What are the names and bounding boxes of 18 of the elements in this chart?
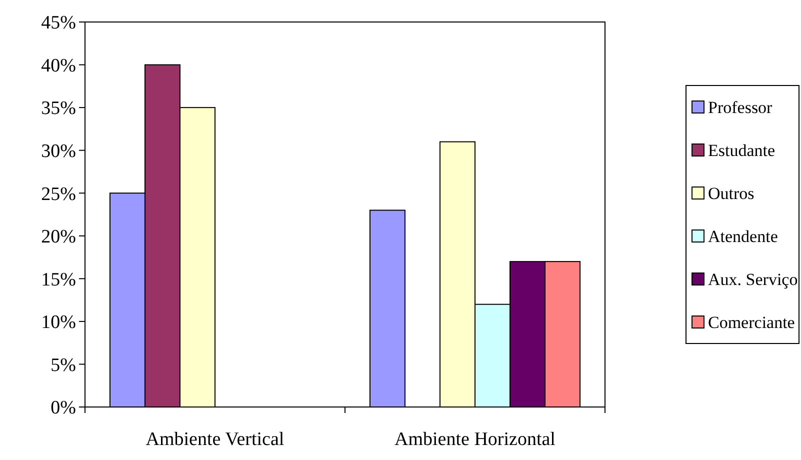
x-tick-label: Ambiente Horizontal: [394, 429, 556, 450]
y-tick-label: 20%: [41, 226, 76, 248]
y-tick-label: 45%: [41, 12, 76, 34]
y-tick-label: 35%: [41, 98, 76, 120]
y-tick-label: 30%: [41, 140, 76, 162]
y-tick-label: 0%: [50, 398, 76, 419]
legend-label: Estudante: [708, 140, 776, 160]
y-tick-label: 15%: [41, 269, 76, 290]
legend-label: Professor: [708, 98, 773, 117]
legend-label: Aux. Serviço: [708, 270, 798, 289]
legend-label: Comerciante: [708, 312, 795, 332]
x-tick-label: Ambiente Vertical: [146, 429, 284, 450]
legend-label: Outros: [708, 184, 754, 203]
y-tick-label: 10%: [41, 312, 76, 334]
y-tick-label: 40%: [41, 55, 76, 76]
y-tick-label: 25%: [41, 184, 76, 205]
y-tick-label: 5%: [50, 354, 76, 376]
legend-label: Atendente: [708, 226, 778, 246]
